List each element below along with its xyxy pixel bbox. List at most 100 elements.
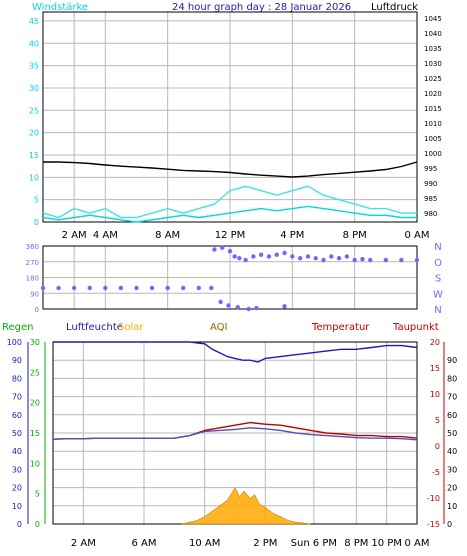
dir-compass-label: W: [433, 289, 443, 300]
dir-plot-frame: [42, 245, 418, 310]
dir-point: [71, 285, 77, 291]
bottom-y-humidity-tick-label: 40: [12, 447, 22, 456]
bottom-y-pct-tick-label: 30: [447, 465, 457, 474]
bottom-y-regen-tick-label: 10: [30, 459, 40, 468]
top-x-tick-label: 0 AM: [404, 230, 429, 241]
top-series-line: [42, 185, 417, 219]
dir-point: [290, 254, 295, 259]
bottom-x-tick-label: 10 PM: [371, 538, 402, 549]
top-x-tick-label: 4 AM: [93, 230, 118, 241]
dir-point: [196, 285, 202, 291]
bottom-y-pct-tick-label: 20: [447, 484, 457, 493]
top-y-right-tick-label: 1025: [424, 75, 442, 83]
dir-point: [235, 305, 240, 310]
bottom-y-temp-tick-label: -15: [427, 520, 440, 529]
bottom-y-humidity-tick-label: 50: [12, 429, 22, 438]
legend-temperatur: Temperatur: [311, 322, 370, 333]
bottom-y-humidity-tick-label: 100: [7, 338, 22, 347]
dir-point: [282, 250, 287, 256]
top-x-tick-label: 4 PM: [280, 230, 304, 241]
bottom-y-humidity-tick-label: 60: [12, 411, 22, 420]
dir-point: [40, 285, 46, 291]
bottom-y-pct-tick-label: 70: [447, 393, 457, 402]
dir-point: [246, 306, 251, 312]
bottom-x-tick-label: 8 PM: [344, 538, 368, 549]
bottom-x-tick-label: 6 AM: [131, 538, 156, 549]
bottom-y-humidity-tick-label: 70: [12, 393, 22, 402]
bottom-y-temp-tick-label: -10: [427, 494, 440, 503]
top-y-right-tick-label: 990: [424, 180, 437, 188]
bottom-y-pct-tick-label: 90: [447, 356, 457, 365]
top-left-label: Windstärke: [32, 2, 88, 13]
dir-point: [212, 247, 217, 252]
dir-point: [344, 254, 350, 259]
bottom-y-humidity-tick-label: 0: [17, 520, 22, 529]
top-x-tick-label: 2 AM: [62, 230, 87, 241]
top-y-left-tick-label: 25: [29, 106, 39, 115]
dir-point: [56, 285, 61, 291]
top-y-right-tick-label: 995: [424, 165, 437, 173]
bottom-y-pct-tick-label: 60: [447, 411, 457, 420]
bottom-y-temp-tick-label: 5: [435, 416, 440, 425]
bottom-series-line: [52, 421, 418, 440]
dir-point: [329, 254, 334, 259]
top-y-right-tick-label: 1045: [424, 15, 442, 23]
legend-aqi: AQI: [210, 322, 228, 333]
dir-y-tick-label: 0: [35, 306, 39, 314]
dir-point: [297, 256, 303, 261]
dir-compass-label: N: [434, 305, 441, 316]
dir-point: [305, 254, 311, 259]
dir-y-tick-label: 180: [26, 275, 39, 283]
bottom-y-temp-tick-label: 10: [430, 390, 440, 399]
top-y-right-tick-label: 985: [424, 195, 437, 203]
bottom-y-humidity-tick-label: 10: [12, 502, 22, 511]
bottom-y-pct-tick-label: 10: [447, 502, 457, 511]
bottom-x-tick-label: 0 AM: [404, 538, 429, 549]
bottom-x-tick-label: Sun 6 PM: [291, 538, 337, 549]
bottom-series-line: [53, 341, 418, 363]
top-y-left-tick-label: 0: [34, 218, 39, 227]
dir-point: [165, 285, 170, 291]
dir-point: [118, 285, 124, 291]
bottom-y-regen-tick-label: 5: [35, 490, 40, 499]
dir-y-tick-label: 360: [26, 243, 39, 251]
dir-y-tick-label: 270: [26, 259, 39, 267]
bottom-y-temp-tick-label: 20: [430, 338, 440, 347]
top-plot-frame: [42, 11, 418, 223]
top-series-line: [42, 205, 417, 223]
legend-taupunkt: Taupunkt: [392, 322, 439, 333]
top-y-right-tick-label: 1030: [424, 60, 442, 68]
dir-point: [258, 252, 264, 257]
bottom-x-tick-label: 2 AM: [71, 538, 96, 549]
dir-point: [313, 256, 318, 261]
top-y-left-tick-label: 10: [29, 173, 39, 182]
top-right-label: Luftdruck: [371, 2, 418, 13]
bottom-x-tick-label: 2 PM: [253, 538, 277, 549]
bottom-y-regen-tick-label: 0: [35, 520, 40, 529]
wind-direction-chart: 0 N 90 W 180 S 270 O 360 N: [26, 242, 443, 316]
top-y-right-tick-label: 1020: [424, 90, 442, 98]
top-y-right-tick-label: 1000: [424, 150, 442, 158]
legend-luftfeuchte: Luftfeuchte: [66, 322, 123, 333]
top-series-line: [43, 161, 418, 178]
bottom-series-line: [52, 427, 418, 441]
legend-solar: Solar: [118, 322, 144, 333]
dir-point: [274, 252, 279, 257]
top-y-left-tick-label: 15: [29, 151, 39, 160]
bottom-x-tick-label: 10 AM: [189, 538, 220, 549]
bottom-y-regen-tick-label: 30: [30, 338, 40, 347]
dir-point: [149, 285, 155, 291]
top-y-left-tick-label: 30: [29, 84, 39, 93]
dir-point: [87, 285, 92, 291]
bottom-y-temp-tick-label: 15: [430, 364, 440, 373]
dir-point: [181, 285, 186, 291]
dir-point: [243, 257, 248, 263]
top-y-right-tick-label: 1040: [424, 30, 442, 38]
dir-point: [232, 254, 237, 259]
dir-point: [321, 257, 326, 263]
bottom-y-humidity-tick-label: 30: [12, 465, 22, 474]
dir-point: [360, 256, 365, 262]
top-x-tick-label: 8 AM: [155, 230, 180, 241]
